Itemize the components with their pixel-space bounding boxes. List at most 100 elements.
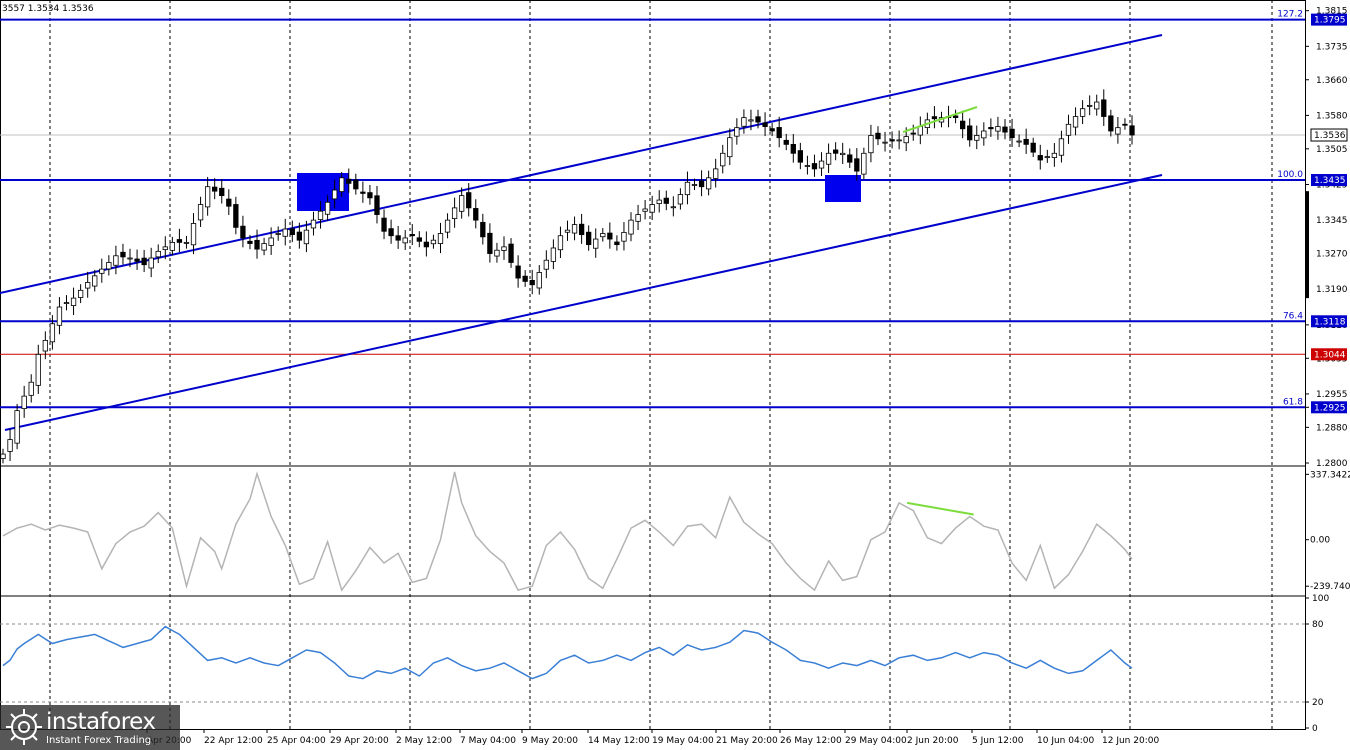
candle: [677, 188, 684, 210]
candle: [762, 112, 768, 137]
candle: [952, 109, 959, 124]
candle: [896, 130, 902, 150]
candle-body: [134, 258, 140, 262]
candle-body: [868, 135, 874, 154]
candle: [868, 124, 874, 163]
candle: [797, 142, 804, 170]
rsi-axis-label: 100: [1312, 594, 1329, 604]
instaforex-logo: instaforex Instant Forex Trading: [0, 705, 180, 750]
candle: [430, 234, 437, 249]
candle-body: [388, 228, 394, 237]
candle: [649, 195, 655, 221]
candle: [656, 190, 662, 213]
candle: [77, 284, 84, 304]
candle-body: [776, 127, 782, 139]
candle-body: [515, 265, 521, 279]
candle: [917, 116, 923, 145]
candle: [543, 250, 549, 279]
candle-body: [176, 239, 183, 243]
candle: [790, 134, 796, 163]
candle: [374, 185, 380, 224]
time-axis-label: 26 May 12:00: [780, 736, 842, 746]
candle: [670, 196, 676, 217]
candle-body: [148, 257, 154, 269]
candle-body: [487, 232, 493, 254]
current-price-tag: [1310, 128, 1348, 142]
candle: [691, 178, 698, 191]
candle: [825, 143, 832, 174]
candle: [988, 118, 994, 137]
cci-axis-label: -239.7408: [1310, 582, 1350, 592]
candle-body: [190, 223, 197, 246]
candle: [494, 242, 500, 263]
candle: [621, 222, 627, 251]
candle-body: [564, 229, 571, 233]
price-axis-label: 1.3505: [1316, 145, 1348, 155]
price-scale-marker: [1306, 191, 1309, 299]
candle-body: [1079, 108, 1086, 117]
candle: [1122, 118, 1128, 130]
candle-body: [219, 187, 225, 197]
candle: [663, 190, 669, 211]
candle: [1115, 116, 1121, 144]
price-axis-label: 1.3815: [1316, 7, 1348, 17]
candle-body: [296, 231, 303, 241]
candle-body: [317, 210, 324, 220]
candle: [642, 199, 648, 220]
candle: [861, 147, 867, 180]
candle: [190, 213, 197, 255]
candle-body: [1016, 140, 1022, 143]
time-axis-label: 5 Jun 12:00: [972, 736, 1024, 746]
candle: [155, 244, 161, 264]
candle: [21, 385, 27, 418]
price-axis-label: 1.2800: [1316, 459, 1348, 469]
candle: [141, 249, 147, 273]
candle-body: [875, 132, 881, 140]
candle: [303, 220, 310, 253]
candle: [698, 170, 705, 197]
candle: [713, 158, 719, 188]
candle: [169, 236, 176, 256]
candle: [811, 154, 818, 177]
candle: [360, 181, 366, 203]
price-axis-label: 1.3735: [1316, 42, 1348, 52]
candle-body: [1058, 138, 1065, 156]
candle: [28, 374, 34, 403]
candle-body: [861, 152, 867, 175]
candle: [388, 219, 394, 244]
candle-body: [677, 194, 684, 205]
time-axis-label: 12 Jun 20:00: [1102, 736, 1159, 746]
candle-body: [522, 275, 528, 282]
price-level-tag-text: 1.3044: [1314, 350, 1346, 360]
candle-body: [769, 128, 775, 132]
candle-body: [409, 234, 415, 237]
candle: [310, 211, 317, 236]
candle-body: [1030, 142, 1036, 153]
candle: [204, 176, 211, 216]
candle: [35, 344, 41, 395]
candle: [875, 126, 881, 146]
candle-body: [755, 116, 761, 123]
candle-body: [444, 219, 451, 233]
candle: [240, 215, 246, 248]
candle-body: [741, 117, 747, 127]
logo-name: instaforex: [46, 709, 156, 735]
candle: [995, 116, 1001, 140]
candle-body: [395, 235, 401, 241]
time-axis-label: 29 Apr 20:00: [330, 736, 389, 746]
candle-body: [423, 241, 430, 248]
candle: [840, 142, 846, 164]
candle: [607, 222, 613, 249]
cci-axis-label: 337.3422: [1310, 470, 1350, 480]
candle: [275, 226, 281, 241]
candle-body: [310, 219, 317, 229]
candle-body: [1044, 156, 1050, 159]
candle-body: [960, 120, 966, 130]
candle-body: [713, 168, 719, 179]
candle-body: [331, 189, 338, 200]
candle-body: [183, 242, 190, 244]
time-axis-label: 21 May 20:00: [716, 736, 778, 746]
candle: [508, 238, 514, 268]
candle-body: [614, 241, 620, 246]
time-axis-label: 2 May 12:00: [396, 736, 452, 746]
